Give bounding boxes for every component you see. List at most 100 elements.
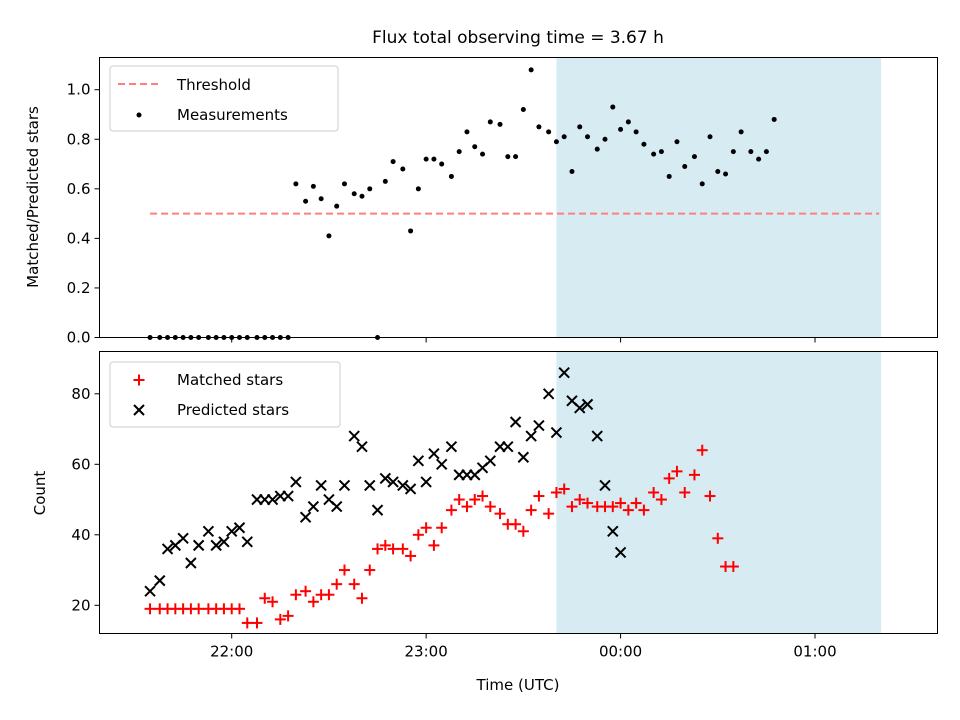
predicted-star-point <box>307 500 320 513</box>
top-plot-frame <box>99 57 938 338</box>
matched-star-point <box>193 603 205 615</box>
chart-title: Flux total observing time = 3.67 h <box>372 28 664 48</box>
y-tick-label: 1.0 <box>67 81 91 99</box>
matched-star-point <box>420 522 432 534</box>
predicted-star-point <box>509 416 522 428</box>
measurement-point <box>730 149 736 155</box>
measurement-point <box>553 139 559 145</box>
predicted-star-point <box>550 426 563 439</box>
measurement-point <box>641 141 647 147</box>
predicted-star-point <box>502 440 514 453</box>
predicted-star-point <box>330 500 343 513</box>
measurement-point <box>577 124 583 130</box>
matched-star-point <box>630 497 642 509</box>
y-tick-label: 20 <box>71 596 90 614</box>
matched-star-point <box>338 564 350 576</box>
predicted-star-point <box>210 539 222 552</box>
measurement-point <box>408 228 414 234</box>
matched-star-point <box>445 504 457 516</box>
bottom-y-label: Count <box>31 471 49 516</box>
predicted-star-point <box>218 536 230 548</box>
predicted-star-point <box>607 525 619 537</box>
measurement-point <box>303 198 309 204</box>
predicted-star-point <box>435 458 448 471</box>
predicted-star-point <box>290 476 302 488</box>
matched-star-point <box>566 501 578 513</box>
x-tick-label: 00:00 <box>599 643 642 661</box>
predicted-stars-series <box>144 366 627 597</box>
y-tick-label: 80 <box>71 385 90 403</box>
predicted-star-point <box>185 557 197 569</box>
legend-matched-label: Matched stars <box>177 371 283 389</box>
predicted-star-point <box>226 525 238 537</box>
matched-star-point <box>543 508 555 520</box>
matched-star-point <box>615 497 627 509</box>
matched-star-point <box>582 497 594 509</box>
measurement-point <box>602 136 608 142</box>
measurement-point <box>415 186 421 192</box>
matched-star-point <box>453 494 465 506</box>
measurement-point <box>691 154 697 160</box>
measurement-point <box>618 126 624 132</box>
matched-star-point <box>323 589 335 601</box>
measurement-point <box>351 191 357 197</box>
matched-star-point <box>663 472 675 484</box>
x-tick-label: 23:00 <box>405 643 448 661</box>
measurement-point <box>439 161 445 167</box>
predicted-star-point <box>356 440 368 453</box>
predicted-star-point <box>144 585 156 597</box>
measurement-point <box>748 149 754 155</box>
measurement-point <box>723 171 729 177</box>
legend-plus-marker <box>133 374 145 386</box>
measurement-point <box>699 181 705 187</box>
measurement-point <box>594 146 600 152</box>
top-x-ticks <box>231 337 816 343</box>
y-tick-label: 0.6 <box>67 180 91 198</box>
matched-star-point <box>622 504 634 516</box>
matched-star-point <box>436 522 448 534</box>
matched-star-point <box>267 596 279 608</box>
measurement-point <box>633 129 639 135</box>
predicted-star-point <box>412 455 425 467</box>
measurement-point <box>771 116 777 122</box>
matched-star-point <box>712 532 724 544</box>
predicted-star-point <box>533 419 545 432</box>
matched-star-point <box>477 490 489 502</box>
measurement-point <box>382 178 388 184</box>
measurement-point <box>625 119 631 125</box>
predicted-star-point <box>574 402 586 414</box>
measurement-point <box>610 104 616 110</box>
legend-matched-swatch <box>133 374 145 386</box>
predicted-star-point <box>445 440 458 453</box>
predicted-star-point <box>581 398 594 411</box>
measurement-point <box>505 154 511 160</box>
predicted-star-point <box>542 388 555 400</box>
measurement-point <box>456 149 462 155</box>
matched-star-point <box>233 603 245 615</box>
measurement-point <box>520 107 526 113</box>
matched-star-point <box>356 592 368 604</box>
predicted-star-point <box>484 455 497 467</box>
predicted-star-point <box>154 574 166 587</box>
measurement-point <box>341 181 347 187</box>
x-axis-label: Time (UTC) <box>476 676 560 694</box>
matched-star-point <box>517 525 529 537</box>
legend-x-marker <box>133 404 145 416</box>
matched-star-point <box>251 617 263 629</box>
measurement-point <box>756 156 762 162</box>
y-tick-label: 0.8 <box>67 130 91 148</box>
matched-star-point <box>290 589 302 601</box>
matched-star-point <box>574 494 586 506</box>
measurement-point <box>561 134 567 140</box>
matched-star-point <box>397 543 409 555</box>
matched-star-point <box>387 543 399 555</box>
matched-star-point <box>331 578 343 590</box>
predicted-star-point <box>241 536 253 548</box>
matched-star-point <box>348 578 360 590</box>
predicted-star-point <box>420 476 432 488</box>
y-tick-label: 40 <box>71 526 90 544</box>
measurement-point <box>390 159 396 165</box>
predicted-star-point <box>282 490 294 502</box>
